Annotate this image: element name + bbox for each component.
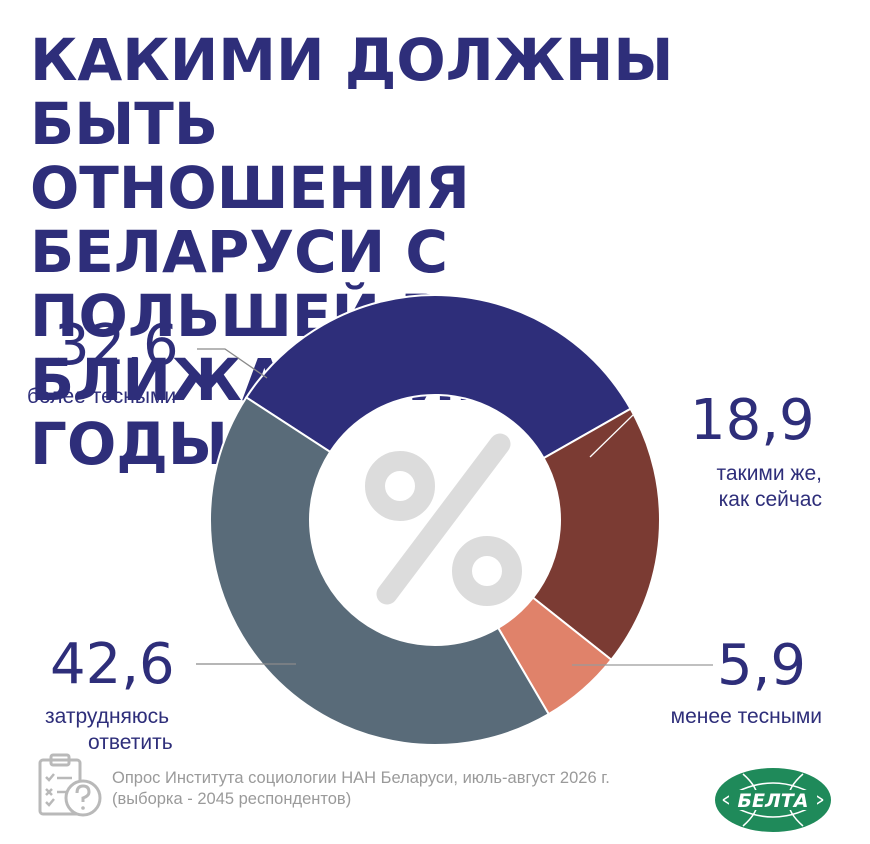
title-line: КАКИМИ ДОЛЖНЫ БЫТЬ [30,26,674,158]
slice-label-more-close: более тесными [27,385,177,408]
leader-lines [196,348,713,666]
slice-label-undecided-2: ответить [88,731,173,754]
slice-value-undecided: 42,6 [50,632,175,697]
logo-text: БЕЛТА [738,790,809,812]
slice-value-same: 18,9 [690,388,815,453]
survey-clipboard-question-icon [34,752,106,822]
donut-slices [209,294,661,746]
slice-undecided [209,396,551,746]
belta-logo: БЕЛТА [713,766,833,834]
percent-icon [365,433,522,606]
slice-value-less-close: 5,9 [717,633,807,698]
slice-label-undecided-1: затрудняюсь [45,705,170,728]
slice-value-more-close: 32,6 [54,313,179,378]
footnote: Опрос Института социологии НАН Беларуси,… [112,768,610,810]
slice-same [531,407,661,662]
slice-more-close [244,294,632,460]
title-line: ОТНОШЕНИЯ БЕЛАРУСИ С [30,154,470,286]
slice-label-same-2: как сейчас [718,488,822,511]
footnote-line: Опрос Института социологии НАН Беларуси,… [112,769,610,787]
slice-label-same-1: такими же, [716,462,822,485]
leader-line [589,413,686,458]
leader-line [197,348,268,379]
slice-label-less-close: менее тесными [670,705,822,728]
footnote-line: (выборка - 2045 респондентов) [112,790,352,808]
